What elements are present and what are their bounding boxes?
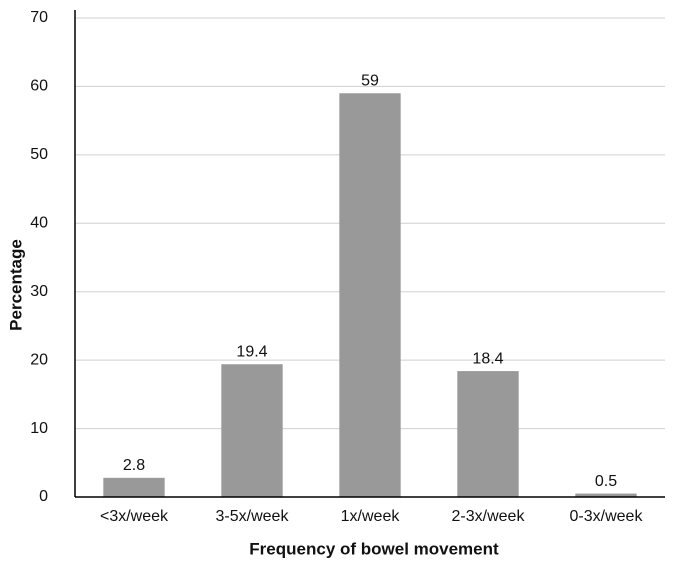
bar: [103, 477, 165, 497]
value-label: 0.5: [595, 473, 617, 490]
x-tick-label: 2-3x/week: [452, 508, 526, 525]
value-label: 59: [361, 72, 379, 89]
y-tick-label: 70: [30, 9, 48, 26]
bar: [575, 493, 637, 497]
x-tick-label: 3-5x/week: [216, 508, 290, 525]
y-tick-label: 40: [30, 215, 48, 232]
bar: [457, 371, 519, 497]
bar: [339, 93, 401, 498]
y-tick-label: 20: [30, 351, 48, 368]
x-tick-label: 0-3x/week: [570, 508, 644, 525]
y-tick-label: 30: [30, 283, 48, 300]
y-tick-label: 60: [30, 78, 48, 95]
x-tick-label: 1x/week: [341, 508, 401, 525]
x-axis-title: Frequency of bowel movement: [249, 539, 499, 558]
x-tick-label: <3x/week: [100, 508, 169, 525]
y-tick-label: 0: [39, 488, 48, 505]
value-label: 18.4: [472, 350, 503, 367]
y-tick-label: 50: [30, 146, 48, 163]
y-axis-title: Percentage: [6, 239, 25, 331]
value-label: 19.4: [236, 343, 267, 360]
value-label: 2.8: [123, 457, 145, 474]
y-tick-label: 10: [30, 420, 48, 437]
bar: [221, 364, 283, 497]
